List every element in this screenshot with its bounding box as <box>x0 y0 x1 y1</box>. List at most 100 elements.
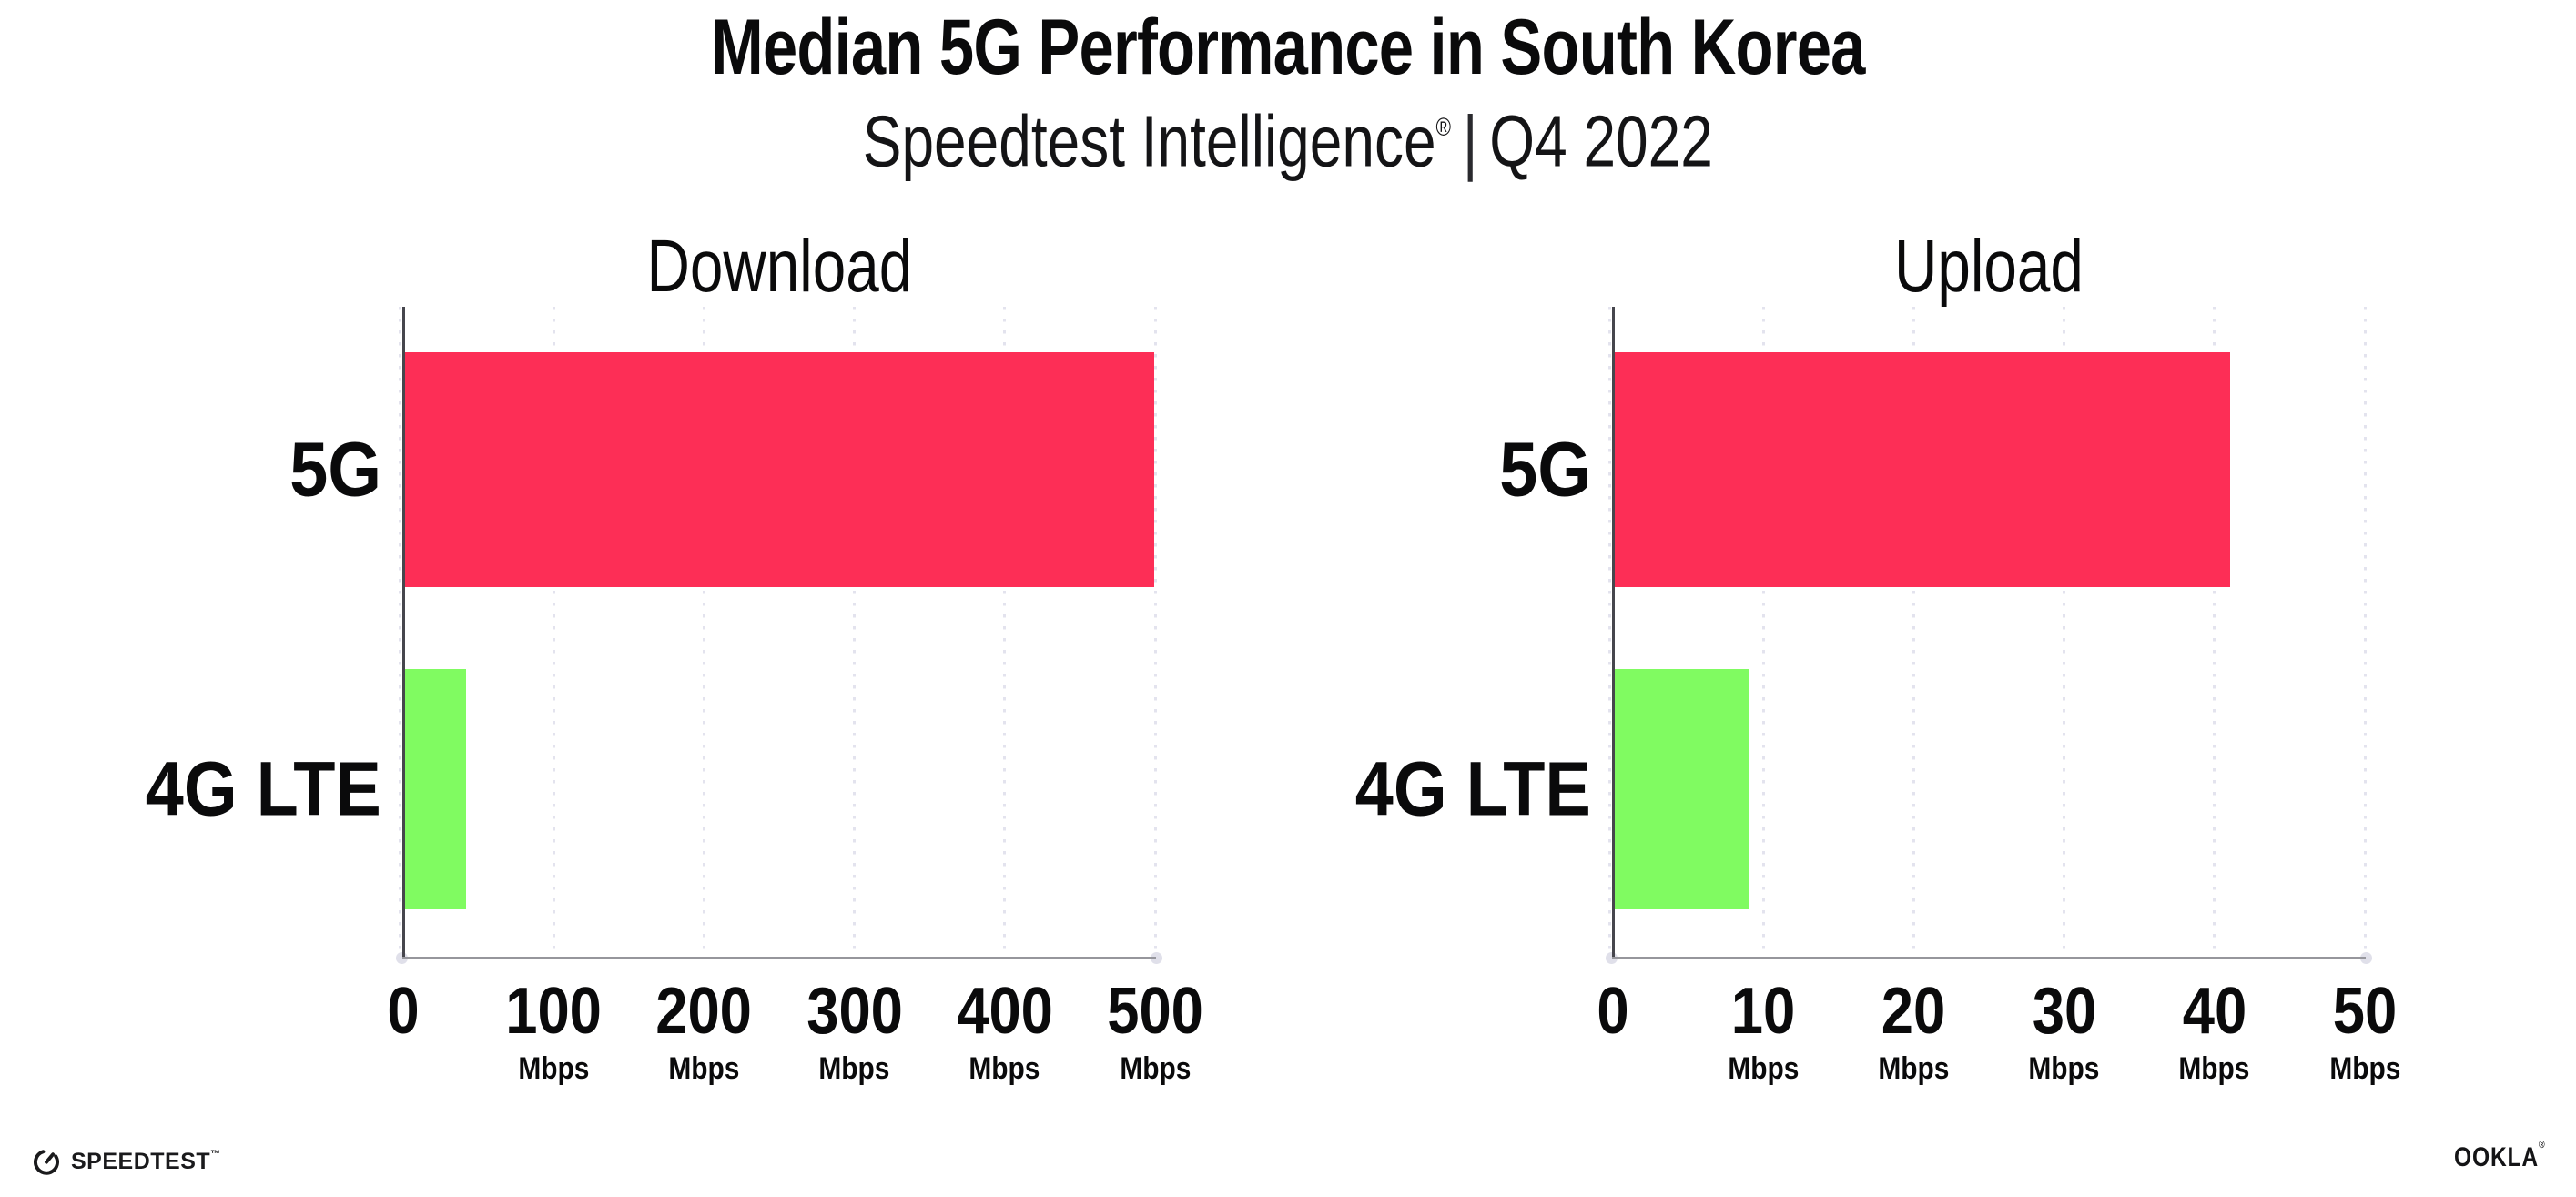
speedtest-wordmark-text: SPEEDTEST <box>71 1148 211 1174</box>
tick-value-text: 0 <box>1597 975 1629 1048</box>
tick-unit: Mbps <box>896 1052 1114 1085</box>
gridline-40 <box>2213 307 2216 959</box>
tick-value: 50 <box>2256 978 2474 1045</box>
tick-label-0: 0 <box>294 978 512 1045</box>
tick-unit-text: Mbps <box>668 1051 740 1086</box>
category-label-5g: 5G <box>279 426 381 514</box>
gridline-300 <box>853 307 857 959</box>
page-title: Median 5G Performance in South Korea <box>0 7 2576 87</box>
gridline-20 <box>1912 307 1915 959</box>
tick-label-50: 50 Mbps <box>2256 978 2474 1085</box>
tick-unit: Mbps <box>594 1052 813 1085</box>
chart-title-download-text: Download <box>646 225 912 308</box>
y-axis <box>402 307 405 959</box>
category-label-text: 5G <box>289 426 381 512</box>
axis-end-dot <box>2360 952 2372 964</box>
tick-unit-text: Mbps <box>2028 1051 2100 1086</box>
bar-5g <box>404 352 1155 587</box>
page-title-text: Median 5G Performance in South Korea <box>711 4 1865 91</box>
chart-title-upload-text: Upload <box>1894 225 2084 308</box>
gridline-200 <box>702 307 705 959</box>
tick-unit-text: Mbps <box>518 1051 590 1086</box>
bar-4g-lte <box>1614 669 1749 909</box>
tick-label-400: 400 Mbps <box>896 978 1114 1085</box>
tick-value: 200 <box>594 978 813 1045</box>
tick-label-10: 10 Mbps <box>1654 978 1872 1085</box>
tick-unit-text: Mbps <box>818 1051 890 1086</box>
category-label-4g-lte: 4G LTE <box>119 746 381 834</box>
tick-unit-text: Mbps <box>2178 1051 2250 1086</box>
tick-value-text: 300 <box>806 975 903 1048</box>
tick-value: 400 <box>896 978 1114 1045</box>
tick-value: 0 <box>294 978 512 1045</box>
category-label-5g: 5G <box>1489 426 1591 514</box>
tick-unit: Mbps <box>1955 1052 2174 1085</box>
gridline-500 <box>1153 307 1157 959</box>
plot-upload: 5G 4G LTE 0 10 Mbps 20 Mbps 30 Mbps 40 Mbps 50 Mbps <box>1355 307 2400 1085</box>
tick-label-300: 300 Mbps <box>745 978 964 1085</box>
tick-value-text: 30 <box>2032 975 2096 1048</box>
tick-value: 20 <box>1804 978 2023 1045</box>
x-axis <box>402 957 1156 959</box>
tick-value: 300 <box>745 978 964 1045</box>
tick-unit-text: Mbps <box>1119 1051 1192 1086</box>
speedtest-gauge-icon <box>34 1149 59 1175</box>
tick-value: 30 <box>1955 978 2174 1045</box>
tick-unit: Mbps <box>1046 1052 1264 1085</box>
gridline-400 <box>1003 307 1007 959</box>
tick-value-text: 200 <box>655 975 753 1048</box>
tick-label-0: 0 <box>1504 978 1722 1045</box>
registered-mark: ® <box>1435 113 1452 141</box>
tick-value: 100 <box>444 978 663 1045</box>
tick-value-text: 100 <box>505 975 603 1048</box>
tick-unit: Mbps <box>2256 1052 2474 1085</box>
brand-name: Speedtest Intelligence <box>862 100 1436 182</box>
tick-label-200: 200 Mbps <box>594 978 813 1085</box>
tick-unit: Mbps <box>444 1052 663 1085</box>
axis-end-dot <box>1151 952 1162 964</box>
y-axis <box>1612 307 1615 959</box>
tick-value-text: 20 <box>1881 975 1946 1048</box>
gridline-100 <box>552 307 555 959</box>
tick-unit: Mbps <box>2105 1052 2324 1085</box>
tick-value-text: 10 <box>1730 975 1796 1048</box>
chart-title-download: Download <box>403 228 1155 306</box>
tick-value: 0 <box>1504 978 1722 1045</box>
subtitle-period: Q4 2022 <box>1489 100 1714 182</box>
subtitle-divider: | <box>1463 100 1478 182</box>
tick-value: 10 <box>1654 978 1872 1045</box>
category-label-text: 5G <box>1499 426 1591 512</box>
tick-label-40: 40 Mbps <box>2105 978 2324 1085</box>
category-label-text: 4G LTE <box>1354 746 1591 832</box>
x-axis <box>1612 957 2366 959</box>
ookla-registered-mark: ® <box>2538 1140 2545 1151</box>
speedtest-logo: SPEEDTEST™ <box>31 1146 221 1177</box>
bar-5g <box>1614 352 2231 587</box>
category-label-4g-lte: 4G LTE <box>1329 746 1591 834</box>
tick-label-20: 20 Mbps <box>1804 978 2023 1085</box>
tick-value-text: 500 <box>1107 975 1203 1048</box>
subtitle-text: Speedtest Intelligence® | Q4 2022 <box>863 93 1713 182</box>
gridline-50 <box>2363 307 2367 959</box>
tick-label-100: 100 Mbps <box>444 978 663 1085</box>
tick-label-500: 500 Mbps <box>1046 978 1264 1085</box>
tick-value: 500 <box>1046 978 1264 1045</box>
tick-unit-text: Mbps <box>969 1051 1040 1086</box>
tick-unit-text: Mbps <box>2328 1051 2401 1086</box>
chart-title-upload: Upload <box>1613 228 2365 306</box>
ookla-wordmark: OOKLA® <box>2453 1140 2545 1173</box>
trademark-mark: ™ <box>210 1149 221 1161</box>
category-label-text: 4G LTE <box>145 746 381 832</box>
gridline-0 <box>399 307 401 959</box>
tick-value-text: 0 <box>387 975 420 1048</box>
tick-unit-text: Mbps <box>1878 1051 1950 1086</box>
tick-unit: Mbps <box>1654 1052 1872 1085</box>
tick-value-text: 50 <box>2332 975 2398 1048</box>
gridline-0 <box>1608 307 1611 959</box>
ookla-wordmark-text: OOKLA <box>2453 1142 2539 1172</box>
page-subtitle: Speedtest Intelligence® | Q4 2022 <box>0 93 2576 182</box>
tick-value-text: 400 <box>956 975 1053 1048</box>
tick-unit: Mbps <box>1804 1052 2023 1085</box>
tick-unit-text: Mbps <box>1728 1051 1800 1086</box>
